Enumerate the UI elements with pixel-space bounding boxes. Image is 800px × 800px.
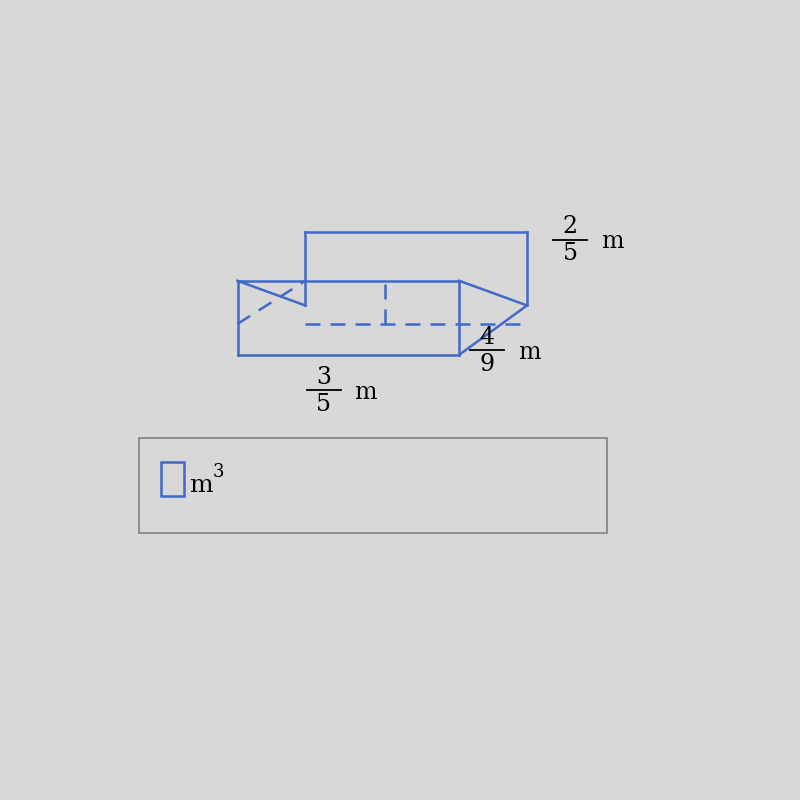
Bar xyxy=(139,438,607,534)
Text: 5: 5 xyxy=(316,393,331,416)
Text: 3: 3 xyxy=(212,463,224,481)
Text: m: m xyxy=(601,230,623,254)
Text: 5: 5 xyxy=(562,242,578,265)
Text: m: m xyxy=(518,342,540,364)
Text: m: m xyxy=(189,474,213,497)
Bar xyxy=(161,462,184,496)
Text: m: m xyxy=(354,382,377,405)
Text: 2: 2 xyxy=(562,214,578,238)
Text: 9: 9 xyxy=(479,353,494,376)
Text: 4: 4 xyxy=(479,326,494,349)
Text: 3: 3 xyxy=(316,366,331,389)
